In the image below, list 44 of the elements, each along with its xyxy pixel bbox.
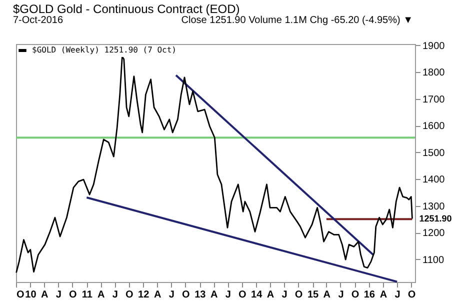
y-tick-label: 1900 xyxy=(422,40,446,52)
x-tick-label: A xyxy=(41,290,48,300)
x-tick-label: O xyxy=(351,290,360,300)
y-tick-label: 1500 xyxy=(422,148,446,159)
y-tick-label: 1400 xyxy=(422,174,446,186)
x-tick-label: J xyxy=(282,290,288,300)
x-tick-label: O xyxy=(294,290,303,300)
x-tick-label: A xyxy=(97,290,105,300)
y-tick-label: 1200 xyxy=(422,228,446,240)
x-tick-label: J xyxy=(112,290,118,300)
x-tick-label: A xyxy=(266,290,274,300)
x-tick-label: J xyxy=(394,290,400,300)
x-tick-label: 10 xyxy=(25,290,37,300)
annotation: 1251.90 xyxy=(419,214,452,224)
x-tick-label: 14 xyxy=(251,290,263,300)
x-tick-label: O xyxy=(69,290,78,300)
x-tick-label: O xyxy=(125,290,134,300)
y-tick-label: 1700 xyxy=(422,94,446,106)
x-tick-label: J xyxy=(168,290,174,300)
chart-subtitle: 7-Oct-2016 xyxy=(13,15,64,26)
x-tick-label: 15 xyxy=(307,290,320,300)
x-tick-label: 13 xyxy=(194,290,206,300)
x-tick-label: 11 xyxy=(82,290,93,300)
x-tick-label: J xyxy=(225,290,231,300)
x-tick-label: O xyxy=(16,290,24,300)
x-tick-label: 16 xyxy=(364,290,376,300)
x-tick-label: O xyxy=(408,290,416,300)
x-tick-label: J xyxy=(56,290,62,300)
legend-label: $GOLD (Weekly) 1251.90 (7 Oct) xyxy=(32,46,176,54)
x-tick-label: A xyxy=(154,290,162,300)
x-tick-label: 12 xyxy=(138,290,150,300)
x-tick-label: O xyxy=(238,290,246,300)
chart-title: $GOLD Gold - Continuous Contract (EOD) xyxy=(13,2,241,16)
text: Close 1251.90 Volume 1.1M Chg -65.20 (-4.95%) ▼ xyxy=(181,15,413,26)
y-tick-label: 1100 xyxy=(422,254,444,266)
x-tick-label: A xyxy=(323,290,331,300)
line-series xyxy=(16,56,413,274)
y-tick-label: 1300 xyxy=(422,201,446,212)
x-tick-label: J xyxy=(338,290,344,300)
y-tick-label: 1600 xyxy=(422,121,446,132)
x-tick-label: A xyxy=(380,290,388,300)
x-tick-label: A xyxy=(210,290,218,300)
x-tick-label: O xyxy=(182,290,190,300)
y-tick-label: 1800 xyxy=(422,68,446,79)
